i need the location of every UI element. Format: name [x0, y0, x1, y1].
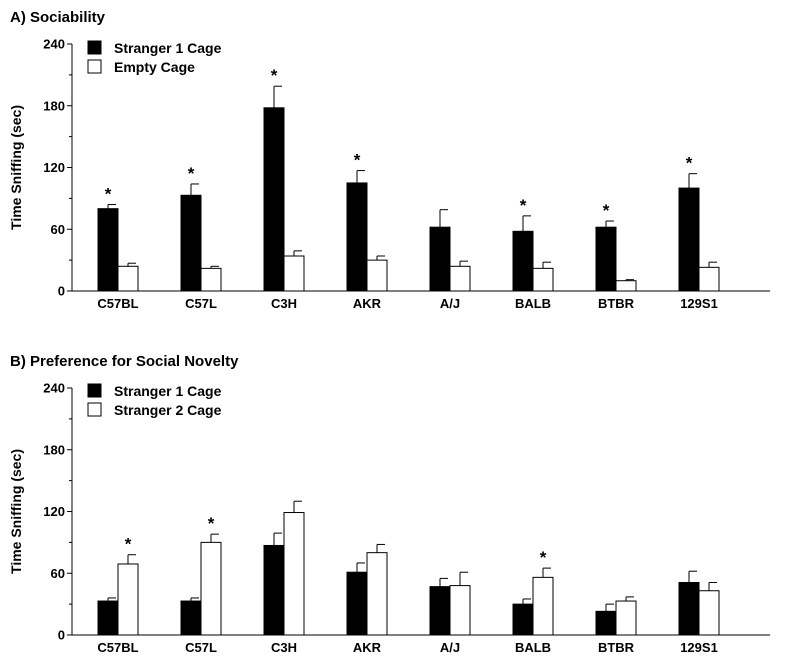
significance-star-c3h: * — [271, 66, 278, 85]
y-tick-label: 0 — [58, 284, 65, 299]
y-tick-label: 120 — [43, 504, 65, 519]
y-tick-label: 60 — [51, 566, 65, 581]
legend-swatch-empty-cage — [87, 59, 102, 74]
x-tick-label-129s1: 129S1 — [680, 640, 718, 655]
bar-129s1-stranger-1-cage — [678, 187, 700, 292]
bar-c3h-stranger-2-cage — [283, 512, 305, 636]
panel-a-sociability: A) Sociability Time Sniffing (sec) 0 60 120 1… — [8, 9, 770, 311]
y-tick-label: 120 — [43, 160, 65, 175]
y-tick-label: 0 — [58, 628, 65, 643]
y-axis-label: Time Sniffing (sec) — [8, 105, 24, 230]
bar-balb-stranger-1-cage — [512, 603, 534, 636]
legend-swatch-stranger-2-cage — [87, 402, 102, 417]
bar-c57l-stranger-1-cage — [180, 194, 202, 292]
bar-c57bl-stranger-1-cage — [97, 208, 119, 292]
x-tick-label-c3h: C3H — [271, 640, 297, 655]
x-tick-label-balb: BALB — [515, 640, 551, 655]
bar-c57l-empty-cage — [200, 267, 222, 292]
bar-a-j-stranger-2-cage — [449, 585, 471, 636]
x-tick-label-btbr: BTBR — [598, 640, 635, 655]
legend-swatch-stranger-1-cage — [87, 40, 102, 55]
x-tick-label-balb: BALB — [515, 296, 551, 311]
significance-star-balb: * — [540, 548, 547, 567]
bar-btbr-stranger-1-cage — [595, 226, 617, 292]
chart-title: A) Sociability — [10, 9, 106, 26]
x-tick-label-akr: AKR — [353, 296, 382, 311]
y-tick-label: 180 — [43, 98, 65, 113]
bar-c3h-empty-cage — [283, 255, 305, 292]
chart-title: B) Preference for Social Novelty — [10, 353, 239, 370]
bar-c57l-stranger-2-cage — [200, 541, 222, 636]
y-axis-label: Time Sniffing (sec) — [8, 449, 24, 574]
bar-btbr-stranger-2-cage — [615, 600, 637, 636]
significance-star-akr: * — [354, 151, 361, 170]
significance-star-129s1: * — [686, 154, 693, 173]
legend-label-stranger-1-cage: Stranger 1 Cage — [114, 383, 222, 399]
bar-balb-stranger-1-cage — [512, 230, 534, 292]
legend-label-stranger-2-cage: Stranger 2 Cage — [114, 402, 222, 418]
significance-star-balb: * — [520, 196, 527, 215]
significance-star-btbr: * — [603, 201, 610, 220]
significance-star-c57bl: * — [105, 185, 112, 204]
bar-balb-stranger-2-cage — [532, 576, 554, 636]
x-tick-label-c57bl: C57BL — [97, 296, 138, 311]
x-tick-label-c57l: C57L — [185, 640, 217, 655]
bar-c57bl-stranger-1-cage — [97, 600, 119, 636]
x-tick-label-c3h: C3H — [271, 296, 297, 311]
bar-a-j-stranger-1-cage — [429, 586, 451, 636]
significance-star-c57l: * — [208, 514, 215, 533]
x-tick-label-129s1: 129S1 — [680, 296, 718, 311]
significance-star-c57bl: * — [125, 535, 132, 554]
bar-129s1-stranger-2-cage — [698, 590, 720, 636]
panel-b-social-novelty: B) Preference for Social Novelty Time Sni… — [8, 353, 770, 655]
x-tick-label-a-j: A/J — [440, 640, 460, 655]
legend-label-empty-cage: Empty Cage — [114, 59, 195, 75]
bar-c57l-stranger-1-cage — [180, 600, 202, 636]
bar-a-j-stranger-1-cage — [429, 226, 451, 292]
bar-akr-empty-cage — [366, 259, 388, 292]
bar-akr-stranger-1-cage — [346, 571, 368, 636]
bar-c3h-stranger-1-cage — [263, 107, 285, 292]
x-tick-label-akr: AKR — [353, 640, 382, 655]
bar-a-j-empty-cage — [449, 265, 471, 292]
bar-balb-empty-cage — [532, 267, 554, 292]
bar-c57bl-empty-cage — [117, 265, 139, 292]
significance-star-c57l: * — [188, 164, 195, 183]
x-tick-label-c57l: C57L — [185, 296, 217, 311]
x-tick-label-a-j: A/J — [440, 296, 460, 311]
bar-btbr-empty-cage — [615, 280, 637, 292]
legend-swatch-stranger-1-cage — [87, 383, 102, 398]
bar-btbr-stranger-1-cage — [595, 610, 617, 636]
bar-129s1-empty-cage — [698, 266, 720, 292]
y-tick-label: 240 — [43, 381, 65, 396]
bar-akr-stranger-2-cage — [366, 552, 388, 636]
y-tick-label: 180 — [43, 442, 65, 457]
bar-c3h-stranger-1-cage — [263, 544, 285, 636]
y-tick-label: 240 — [43, 37, 65, 52]
bar-129s1-stranger-1-cage — [678, 582, 700, 636]
bar-c57bl-stranger-2-cage — [117, 563, 139, 636]
x-tick-label-btbr: BTBR — [598, 296, 635, 311]
x-tick-label-c57bl: C57BL — [97, 640, 138, 655]
legend-label-stranger-1-cage: Stranger 1 Cage — [114, 40, 222, 56]
y-tick-label: 60 — [51, 222, 65, 237]
bar-akr-stranger-1-cage — [346, 182, 368, 292]
